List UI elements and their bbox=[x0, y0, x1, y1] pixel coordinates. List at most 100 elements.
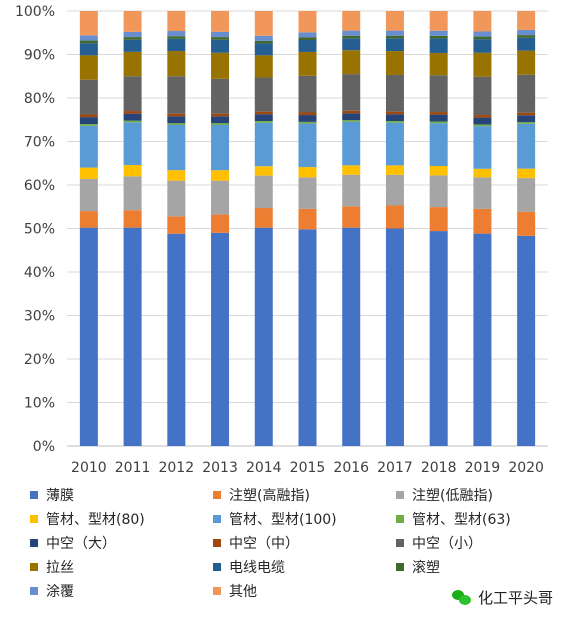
bar-segment bbox=[123, 122, 142, 165]
bar-segment bbox=[473, 208, 492, 234]
bar-segment bbox=[517, 11, 536, 30]
bar-segment bbox=[517, 123, 536, 169]
bar-segment bbox=[429, 114, 448, 122]
bar-segment bbox=[167, 36, 186, 39]
bar-segment bbox=[342, 174, 361, 207]
legend-item: 管材、型材(63) bbox=[396, 508, 511, 530]
legend-label: 涂覆 bbox=[46, 584, 74, 600]
bar-segment bbox=[211, 180, 230, 215]
bar-segment bbox=[517, 211, 536, 236]
bar-segment bbox=[254, 35, 273, 41]
bar-segment bbox=[342, 11, 361, 31]
bar-segment bbox=[167, 124, 186, 171]
bar-segment bbox=[167, 116, 186, 124]
bar-segment bbox=[473, 11, 492, 32]
x-tick-label: 2010 bbox=[71, 460, 107, 476]
bar-segment bbox=[473, 31, 492, 37]
bar-segment bbox=[79, 43, 98, 56]
bar-segment bbox=[79, 40, 98, 44]
bar-segment bbox=[123, 76, 142, 112]
x-tick-label: 2013 bbox=[202, 460, 238, 476]
bar-segment bbox=[342, 30, 361, 36]
bar-segment bbox=[385, 165, 404, 175]
bar-segment bbox=[211, 232, 230, 446]
bar-segment bbox=[473, 36, 492, 40]
bar-segment bbox=[473, 126, 492, 169]
bar-segment bbox=[473, 76, 492, 116]
legend-swatch bbox=[30, 587, 38, 595]
bar-segment bbox=[298, 229, 317, 446]
bar-segment bbox=[385, 51, 404, 75]
legend-item: 其他 bbox=[213, 580, 257, 602]
bar-segment bbox=[517, 50, 536, 75]
bar-segment bbox=[298, 121, 317, 124]
bar-segment bbox=[342, 110, 361, 114]
legend-label: 管材、型材(63) bbox=[412, 512, 511, 528]
bar-segment bbox=[79, 114, 98, 118]
legend-swatch bbox=[30, 539, 38, 547]
bar-segment bbox=[385, 111, 404, 115]
bar-segment bbox=[211, 123, 230, 125]
bar-segment bbox=[342, 206, 361, 228]
legend-label: 注塑(高融指) bbox=[229, 488, 310, 504]
bar-segment bbox=[211, 31, 230, 38]
bar-segment bbox=[79, 178, 98, 212]
bar-segment bbox=[429, 30, 448, 36]
bar-segment bbox=[517, 35, 536, 38]
bar-segment bbox=[254, 227, 273, 446]
bar-segment bbox=[123, 120, 142, 123]
y-tick-label: 60% bbox=[24, 178, 55, 194]
y-tick-label: 80% bbox=[24, 91, 55, 107]
bar-segment bbox=[79, 124, 98, 126]
bar-segment bbox=[123, 37, 142, 40]
y-tick-label: 90% bbox=[24, 48, 55, 64]
bar-segment bbox=[342, 227, 361, 446]
bar-segment bbox=[211, 214, 230, 233]
y-axis-ticks: 0% 10% 20% 30% 40% 50% 60% 70% 80% 90% 100% bbox=[15, 4, 55, 455]
bar-segment bbox=[254, 175, 273, 209]
watermark-text: 化工平头哥 bbox=[477, 589, 553, 607]
legend-label: 薄膜 bbox=[46, 488, 74, 504]
wechat-icon bbox=[451, 589, 472, 606]
bar-segment bbox=[254, 208, 273, 228]
y-tick-label: 30% bbox=[24, 309, 55, 325]
bar-segment bbox=[385, 38, 404, 52]
bar-segment bbox=[342, 35, 361, 39]
bar-segment bbox=[342, 120, 361, 122]
bar-segment bbox=[385, 205, 404, 229]
bar-segment bbox=[79, 11, 98, 36]
bar-segment bbox=[123, 39, 142, 52]
bar-segment bbox=[342, 50, 361, 75]
bar-segment bbox=[342, 113, 361, 121]
bar-segment bbox=[167, 123, 186, 125]
bar-segment bbox=[79, 55, 98, 80]
legend-item: 电线电缆 bbox=[213, 556, 285, 578]
bar-segment bbox=[211, 39, 230, 53]
bar-segment bbox=[385, 35, 404, 39]
bar-segment bbox=[298, 75, 317, 113]
bar-segment bbox=[473, 115, 492, 118]
bar-segment bbox=[254, 122, 273, 167]
legend-swatch bbox=[213, 563, 221, 571]
x-tick-label: 2018 bbox=[421, 460, 457, 476]
legend-swatch bbox=[396, 563, 404, 571]
bar-segment bbox=[167, 11, 186, 32]
bar-segment bbox=[123, 227, 142, 446]
bar-segment bbox=[123, 111, 142, 114]
x-tick-label: 2016 bbox=[333, 460, 369, 476]
bar-segment bbox=[211, 11, 230, 32]
bar-segment bbox=[79, 211, 98, 228]
legend-swatch bbox=[213, 539, 221, 547]
legend-label: 拉丝 bbox=[46, 560, 74, 576]
y-tick-label: 40% bbox=[24, 265, 55, 281]
bar-segment bbox=[79, 125, 98, 168]
legend-item: 中空（中） bbox=[213, 532, 299, 554]
bar-segment bbox=[167, 51, 186, 77]
bar-segment bbox=[517, 37, 536, 51]
bar-segment bbox=[211, 37, 230, 40]
bar-segment bbox=[167, 76, 186, 114]
legend-item: 管材、型材(80) bbox=[30, 508, 145, 530]
bar-segment bbox=[385, 121, 404, 123]
legend-label: 电线电缆 bbox=[229, 560, 285, 576]
